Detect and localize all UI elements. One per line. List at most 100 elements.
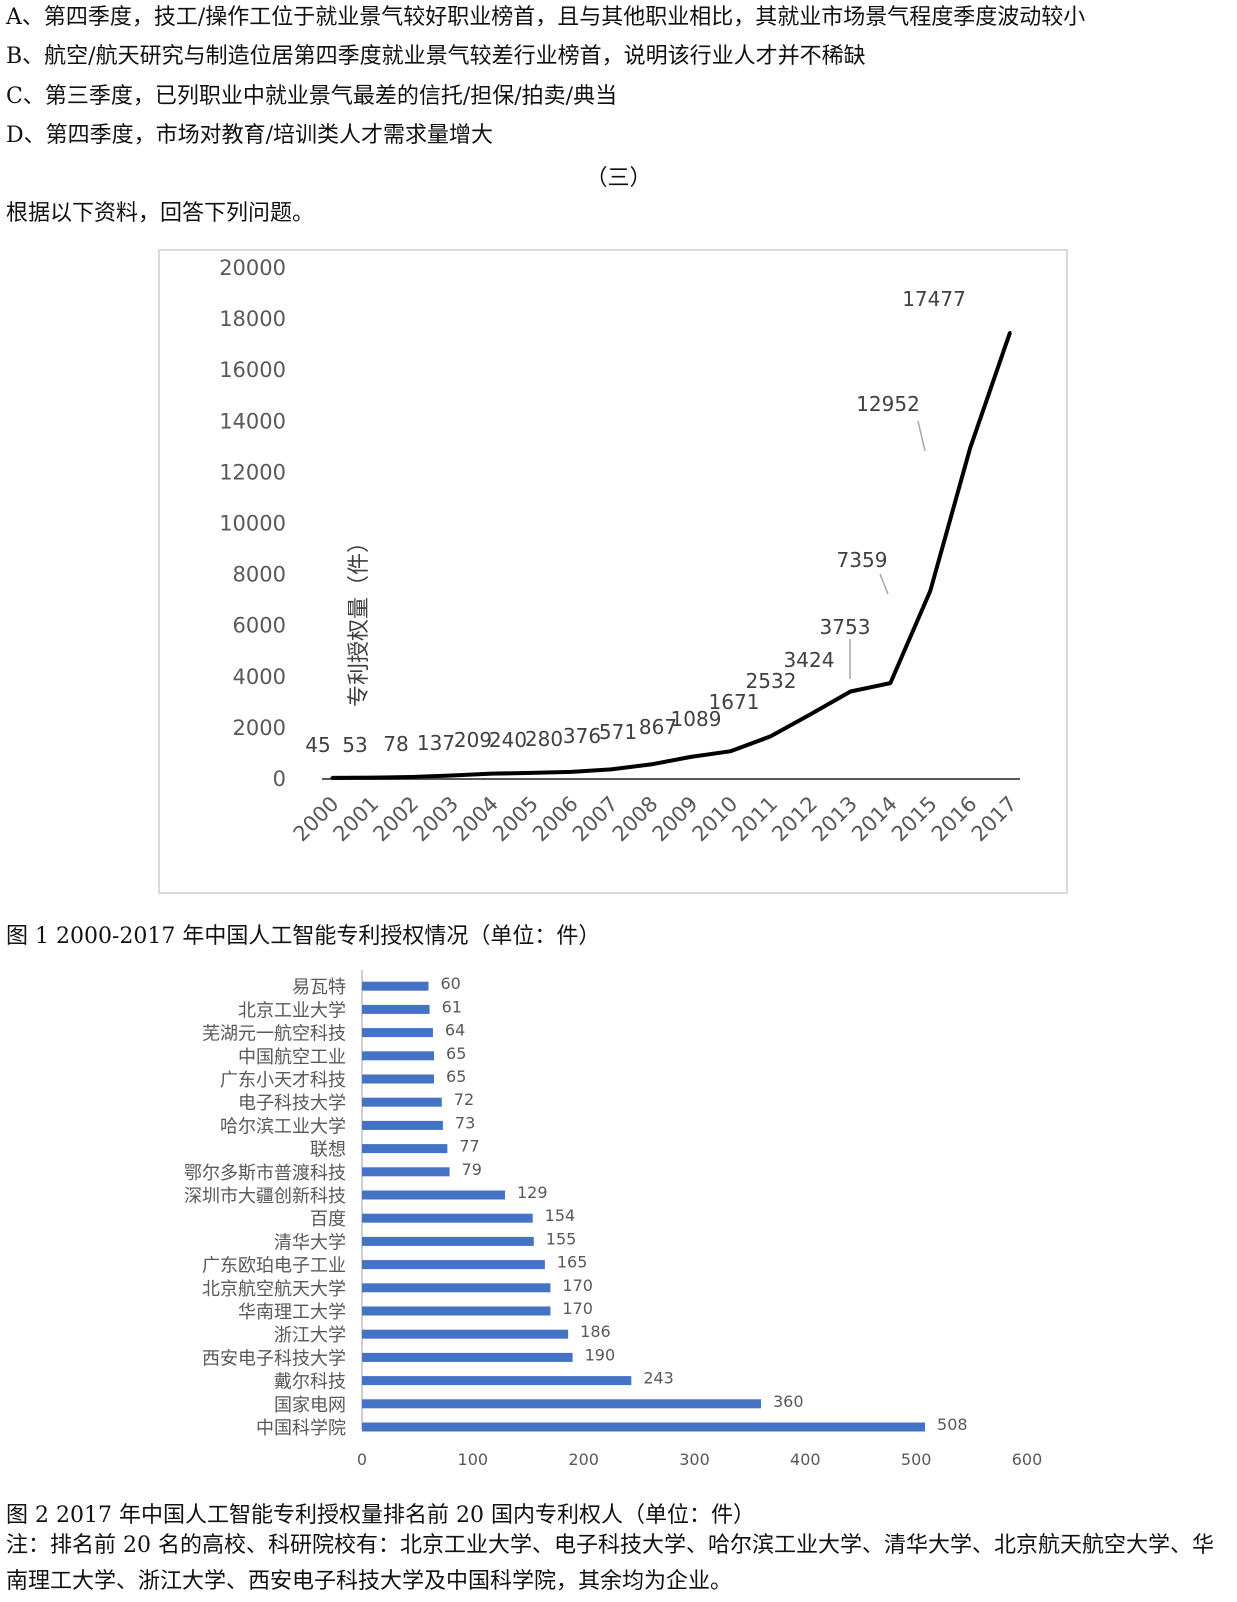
bar-value-label: 72 [454,1090,474,1109]
data-label: 3424 [784,648,835,672]
x-tick-label: 2016 [927,792,982,847]
data-label: 376 [563,724,601,748]
data-label: 3753 [820,615,871,639]
bar-value-label: 190 [585,1345,616,1364]
bar-value-label: 77 [459,1137,479,1156]
bar-value-label: 243 [643,1369,674,1388]
data-point [968,446,972,450]
bar-value-label: 61 [442,997,462,1016]
bar [362,1236,534,1246]
bar-value-label: 170 [562,1299,593,1318]
y-tick-label: 0 [273,767,286,791]
bar-value-label: 360 [773,1392,804,1411]
top20-patentees-bar-chart: 易瓦特 60 北京工业大学 61 芜湖元一航空科技 64 中国航空工业 65 广东小天才科技 65… [184,970,1042,1469]
leader-line [917,420,926,452]
data-label: 137 [417,731,455,755]
bar [362,1422,926,1432]
category-label: 浙江大学 [274,1325,346,1346]
data-label: 78 [383,732,408,756]
x-tick-label: 2005 [488,792,543,847]
bar [362,1028,433,1038]
x-tick-label: 2011 [727,792,782,847]
data-point [888,681,892,685]
bar-value-label: 73 [455,1113,475,1132]
x-tick-label: 0 [357,1450,367,1469]
data-point [928,589,932,593]
data-point [848,690,852,694]
category-label: 国家电网 [274,1395,346,1416]
x-tick-label: 500 [901,1450,932,1469]
category-label: 清华大学 [274,1232,346,1253]
option-a: A、第四季度，技工/操作工位于就业景气较好职业榜首，且与其他职业相比，其就业市场… [6,5,1086,30]
y-tick-label: 8000 [233,563,286,587]
y-tick-label: 18000 [219,307,286,331]
bar-value-label: 129 [517,1183,548,1202]
bar [362,1074,435,1084]
bar [362,1051,435,1061]
data-label: 209 [454,728,492,752]
data-point [729,749,733,753]
bar-value-label: 155 [546,1229,577,1248]
data-label: 2532 [746,669,797,693]
data-point [609,767,613,771]
leader-line [879,573,889,595]
bar-value-label: 170 [562,1276,593,1295]
data-label: 7359 [837,548,888,572]
data-point [490,772,494,776]
bar-value-label: 65 [446,1044,466,1063]
y-tick-label: 2000 [233,716,286,740]
data-point [689,755,693,759]
category-label: 北京工业大学 [238,1000,346,1021]
y-tick-label: 4000 [233,665,286,689]
bar-value-label: 64 [445,1021,465,1040]
data-label: 1671 [709,690,760,714]
data-label: 867 [639,715,677,739]
x-tick-label: 2010 [688,792,743,847]
bar [362,1260,545,1270]
x-tick-label: 2007 [568,792,623,847]
bar-value-label: 186 [580,1322,611,1341]
data-label: 12952 [856,392,920,416]
option-b: B、航空/航天研究与制造位居第四季度就业景气较差行业榜首，说明该行业人才并不稀缺 [6,44,866,69]
x-tick-label: 2014 [847,792,902,847]
bar-value-label: 60 [441,974,461,993]
data-point [529,771,533,775]
y-tick-label: 12000 [219,460,286,484]
data-point [809,712,813,716]
category-label: 鄂尔多斯市普渡科技 [184,1163,346,1184]
data-label: 53 [342,733,367,757]
y-tick-label: 6000 [233,614,286,638]
data-point [569,770,573,774]
line-chart-frame [158,249,1068,894]
option-d: D、第四季度，市场对教育/培训类人才需求量增大 [6,123,494,148]
y-tick-label: 20000 [219,256,286,280]
bar-value-label: 154 [545,1206,576,1225]
y-tick-label: 10000 [219,512,286,536]
x-tick-label: 2008 [608,792,663,847]
category-label: 百度 [310,1209,346,1230]
bar [362,1306,551,1316]
figure1-caption: 图 1 2000-2017 年中国人工智能专利授权情况（单位：件） [6,924,601,949]
bar-value-label: 508 [937,1415,968,1434]
category-label: 易瓦特 [292,977,346,998]
data-label: 1089 [671,707,722,731]
x-tick-label: 2013 [807,792,862,847]
bar [362,1167,450,1177]
category-label: 北京航空航天大学 [202,1279,346,1300]
bar [362,1352,573,1362]
data-point [330,776,334,780]
x-tick-label: 300 [679,1450,710,1469]
x-tick-label: 2017 [967,792,1022,847]
data-point [649,762,653,766]
data-point [450,773,454,777]
category-label: 哈尔滨工业大学 [220,1116,346,1137]
figure2-caption: 图 2 2017 年中国人工智能专利授权量排名前 20 国内专利权人（单位：件） [6,1503,755,1528]
data-label: 17477 [902,287,966,311]
bar [362,1120,443,1130]
category-label: 联想 [310,1140,346,1161]
bar-value-label: 165 [557,1253,588,1272]
x-tick-label: 2003 [408,792,463,847]
bar [362,1144,448,1154]
category-label: 芜湖元一航空科技 [202,1024,346,1045]
category-label: 西安电子科技大学 [202,1348,346,1369]
